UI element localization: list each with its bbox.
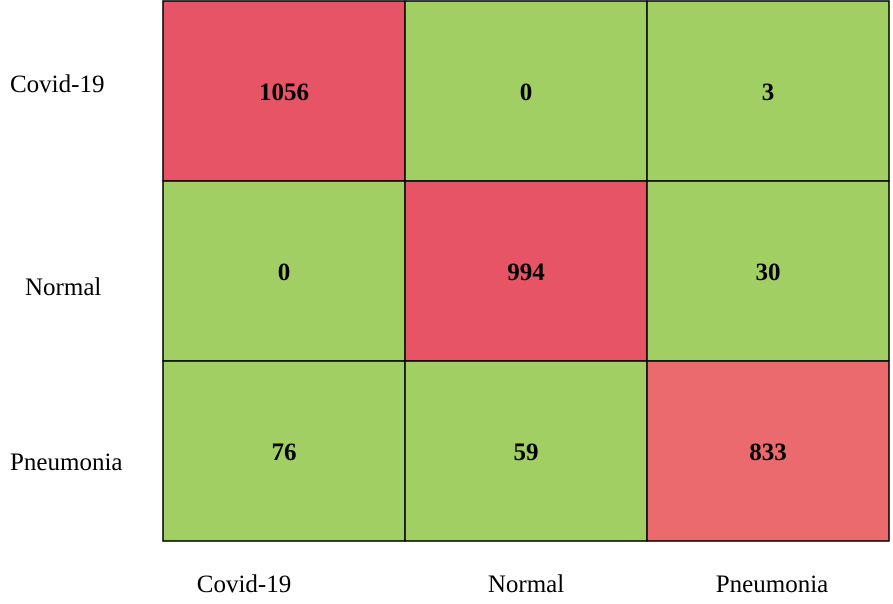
cell-value-2-2: 833 [749,439,787,466]
cell-value-0-1: 0 [520,79,533,106]
row-label-2: Pneumonia [10,449,123,476]
matrix-cell-0-1 [404,0,648,182]
row-label-0: Covid-19 [10,71,104,98]
matrix-cell-2-1 [404,360,648,542]
row-labels: Covid-19 Normal Pneumonia [10,71,123,476]
column-label-2: Pneumonia [716,571,829,598]
column-label-0: Covid-19 [197,571,291,598]
cell-value-1-0: 0 [278,259,291,286]
cell-value-0-2: 3 [762,79,775,106]
cell-value-2-0: 76 [272,439,297,466]
matrix-cell-1-1 [404,180,648,362]
row-label-1: Normal [25,274,101,301]
matrix-cell-0-2 [646,0,890,182]
matrix-cell-1-0 [162,180,406,362]
matrix-cell-1-2 [646,180,890,362]
cell-value-2-1: 59 [514,439,539,466]
matrix-cell-0-0 [162,0,406,182]
matrix-cell-2-0 [162,360,406,542]
cell-value-0-0: 1056 [259,79,309,106]
cell-value-1-1: 994 [507,259,545,286]
matrix-cell-2-2 [646,360,890,542]
column-labels: Covid-19 Normal Pneumonia [197,571,828,598]
cell-value-1-2: 30 [756,259,781,286]
column-label-1: Normal [488,571,564,598]
